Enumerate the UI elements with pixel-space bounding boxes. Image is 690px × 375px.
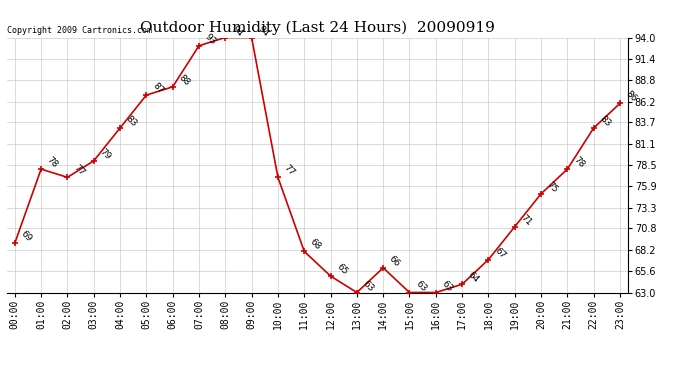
Text: 79: 79 — [98, 147, 112, 162]
Text: 78: 78 — [46, 155, 60, 170]
Text: 94: 94 — [230, 24, 244, 38]
Text: 67: 67 — [493, 246, 507, 260]
Text: 63: 63 — [440, 279, 455, 293]
Text: 93: 93 — [203, 32, 217, 46]
Text: 83: 83 — [124, 114, 139, 129]
Text: 66: 66 — [387, 254, 402, 268]
Title: Outdoor Humidity (Last 24 Hours)  20090919: Outdoor Humidity (Last 24 Hours) 2009091… — [140, 21, 495, 35]
Text: 94: 94 — [256, 24, 270, 38]
Text: 78: 78 — [571, 155, 586, 170]
Text: 87: 87 — [150, 81, 165, 96]
Text: Copyright 2009 Cartronics.com: Copyright 2009 Cartronics.com — [7, 26, 152, 35]
Text: 63: 63 — [361, 279, 375, 293]
Text: 88: 88 — [177, 73, 191, 87]
Text: 75: 75 — [545, 180, 560, 194]
Text: 77: 77 — [282, 164, 297, 178]
Text: 69: 69 — [19, 229, 33, 244]
Text: 86: 86 — [624, 89, 639, 104]
Text: 63: 63 — [414, 279, 428, 293]
Text: 77: 77 — [72, 164, 86, 178]
Text: 64: 64 — [466, 270, 481, 285]
Text: 65: 65 — [335, 262, 349, 277]
Text: 71: 71 — [519, 213, 533, 227]
Text: 83: 83 — [598, 114, 612, 129]
Text: 68: 68 — [308, 237, 323, 252]
